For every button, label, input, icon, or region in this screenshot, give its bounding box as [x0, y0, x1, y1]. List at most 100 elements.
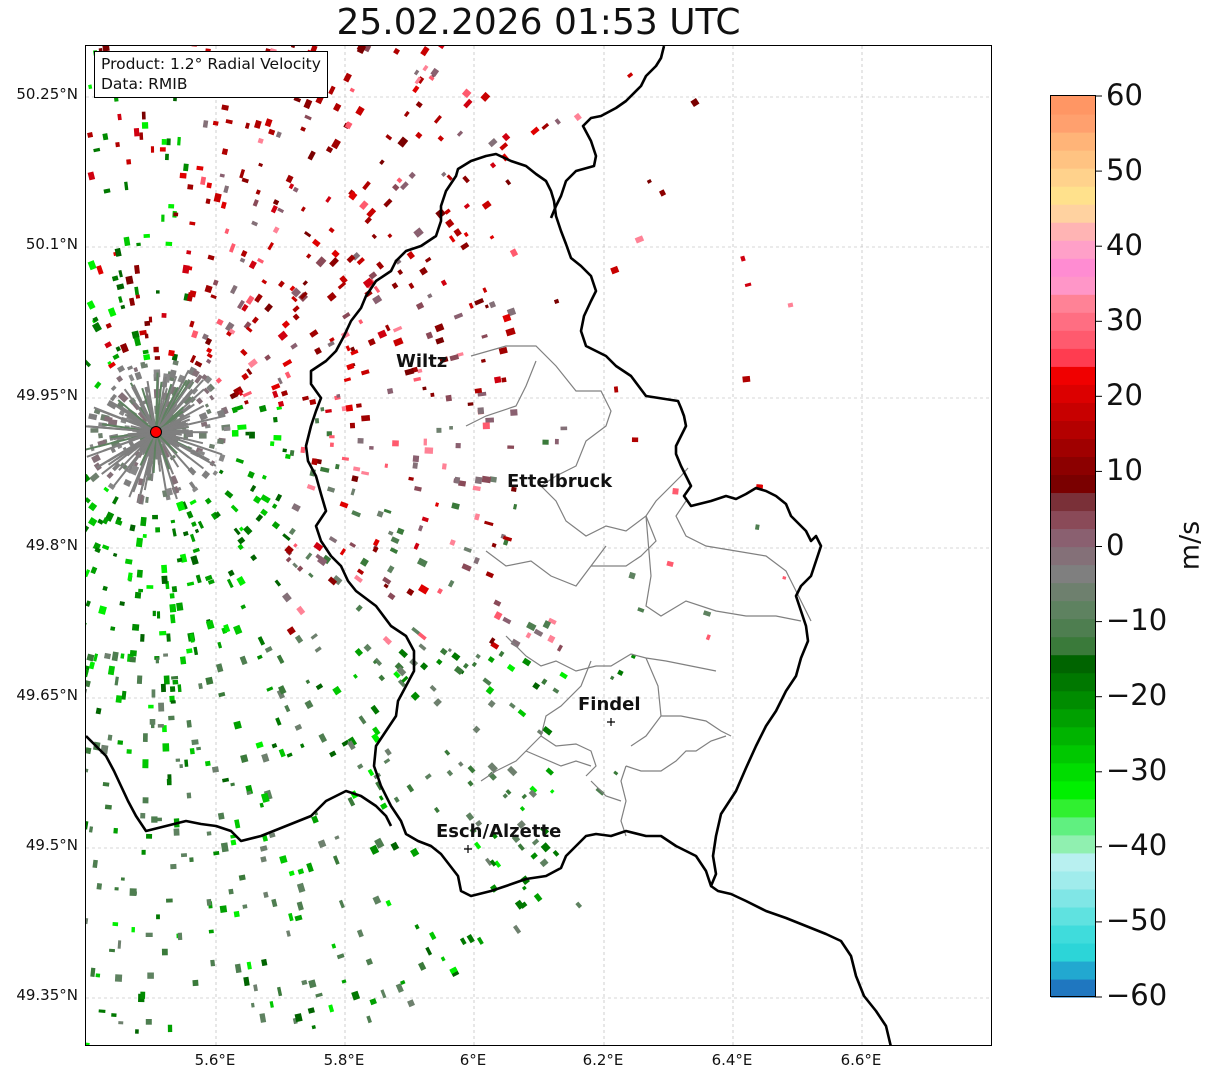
radar-echo-pixel [498, 346, 508, 355]
radar-echo-pixel [192, 547, 200, 554]
colorbar-swatch [1051, 834, 1095, 854]
radar-echo-pixel [408, 171, 416, 179]
radar-echo-pixel [292, 313, 300, 321]
radar-echo-pixel [189, 857, 194, 863]
radar-echo-pixel [351, 990, 361, 1001]
radar-echo-pixel [223, 426, 231, 432]
radar-echo-pixel [86, 680, 91, 688]
radar-echo-pixel [198, 412, 208, 421]
radar-echo-pixel [311, 815, 319, 824]
colorbar-tick-label: −60 [1106, 978, 1168, 1012]
radar-echo-pixel [172, 359, 179, 366]
radar-echo-pixel [172, 679, 179, 685]
radar-clutter-ray [87, 425, 157, 433]
radar-echo-pixel [186, 510, 194, 519]
radar-echo-pixel [494, 376, 502, 384]
radar-echo-pixel [573, 112, 582, 122]
radar-echo-pixel [480, 358, 486, 363]
radar-echo-pixel [458, 761, 464, 767]
radar-echo-pixel [307, 150, 316, 161]
radar-echo-pixel [173, 212, 179, 217]
radar-clutter-ray [123, 388, 157, 433]
radar-echo-pixel [102, 782, 110, 787]
radar-echo-pixel [173, 828, 180, 836]
radar-echo-pixel [441, 171, 447, 177]
radar-echo-pixel [114, 676, 119, 686]
radar-echo-pixel [355, 604, 363, 612]
radar-echo-pixel [374, 837, 385, 849]
radar-echo-pixel [521, 793, 528, 800]
radar-echo-pixel [371, 733, 381, 743]
radar-clutter-ray [144, 387, 157, 433]
radar-echo-pixel [189, 747, 195, 755]
map-canvas[interactable] [85, 45, 992, 1046]
radar-echo-pixel [144, 333, 149, 339]
radar-echo-pixel [231, 429, 239, 437]
radar-echo-pixel [88, 826, 94, 833]
canton-border-line [590, 780, 622, 802]
radar-echo-pixel [482, 422, 490, 430]
radar-echo-pixel [347, 740, 356, 751]
radar-echo-pixel [129, 524, 136, 532]
radar-echo-pixel [113, 97, 119, 102]
radar-echo-pixel [350, 488, 356, 496]
radar-echo-pixel [489, 476, 497, 483]
radar-echo-pixel [115, 141, 120, 148]
radar-echo-pixel [351, 510, 362, 518]
radar-echo-pixel [325, 146, 334, 154]
radar-echo-pixel [243, 525, 253, 536]
radar-echo-pixel [418, 584, 430, 595]
canton-border-line [675, 500, 812, 622]
canton-border-line [525, 653, 717, 672]
radar-echo-pixel [204, 760, 211, 767]
colorbar-swatch [1051, 492, 1095, 512]
radar-echo-pixel [101, 544, 110, 551]
radar-echo-pixel [259, 1013, 267, 1023]
radar-echo-pixel [189, 633, 195, 643]
colorbar-swatch [1051, 744, 1095, 764]
radar-echo-pixel [438, 46, 446, 50]
radar-echo-pixel [237, 424, 247, 430]
radar-echo-pixel [145, 1019, 152, 1025]
radar-echo-pixel [233, 910, 240, 918]
radar-echo-pixel [271, 898, 278, 908]
radar-echo-pixel [289, 285, 296, 292]
radar-echo-pixel [119, 343, 129, 354]
radar-echo-pixel [92, 322, 102, 333]
radar-echo-pixel [365, 958, 373, 966]
radar-echo-pixel [257, 636, 266, 646]
colorbar-swatch [1051, 798, 1095, 818]
radar-echo-pixel [548, 617, 557, 625]
radar-echo-pixel [377, 329, 388, 339]
colorbar-swatch [1051, 258, 1095, 277]
radar-echo-pixel [201, 373, 208, 381]
radar-echo-pixel [449, 539, 456, 546]
radar-echo-pixel [234, 819, 241, 829]
radar-echo-pixel [356, 257, 365, 266]
radar-echo-pixel [218, 691, 226, 698]
radar-echo-pixel [105, 322, 112, 329]
radar-echo-pixel [159, 147, 166, 152]
radar-echo-pixel [110, 626, 116, 631]
radar-echo-pixel [114, 974, 123, 982]
radar-clutter-ray [132, 384, 157, 433]
radar-echo-pixel [218, 453, 226, 462]
radar-echo-pixel [560, 426, 568, 431]
radar-echo-pixel [251, 220, 259, 227]
radar-echo-pixel [277, 280, 285, 288]
radar-echo-pixel [108, 361, 116, 369]
canton-border-line [540, 467, 689, 537]
radar-echo-pixel [147, 972, 154, 979]
radar-echo-pixel [200, 421, 208, 428]
radar-echo-pixel [294, 634, 304, 644]
radar-echo-pixel [217, 812, 225, 820]
radar-echo-pixel [86, 621, 87, 629]
radar-echo-pixel [436, 588, 443, 595]
colorbar-swatch [1051, 582, 1095, 602]
radar-echo-pixel [333, 102, 342, 112]
radar-echo-pixel [117, 740, 124, 745]
radar-echo-pixel [88, 661, 95, 670]
radar-echo-pixel [300, 446, 306, 454]
radar-echo-pixel [245, 295, 255, 305]
radar-echo-pixel [327, 576, 338, 586]
